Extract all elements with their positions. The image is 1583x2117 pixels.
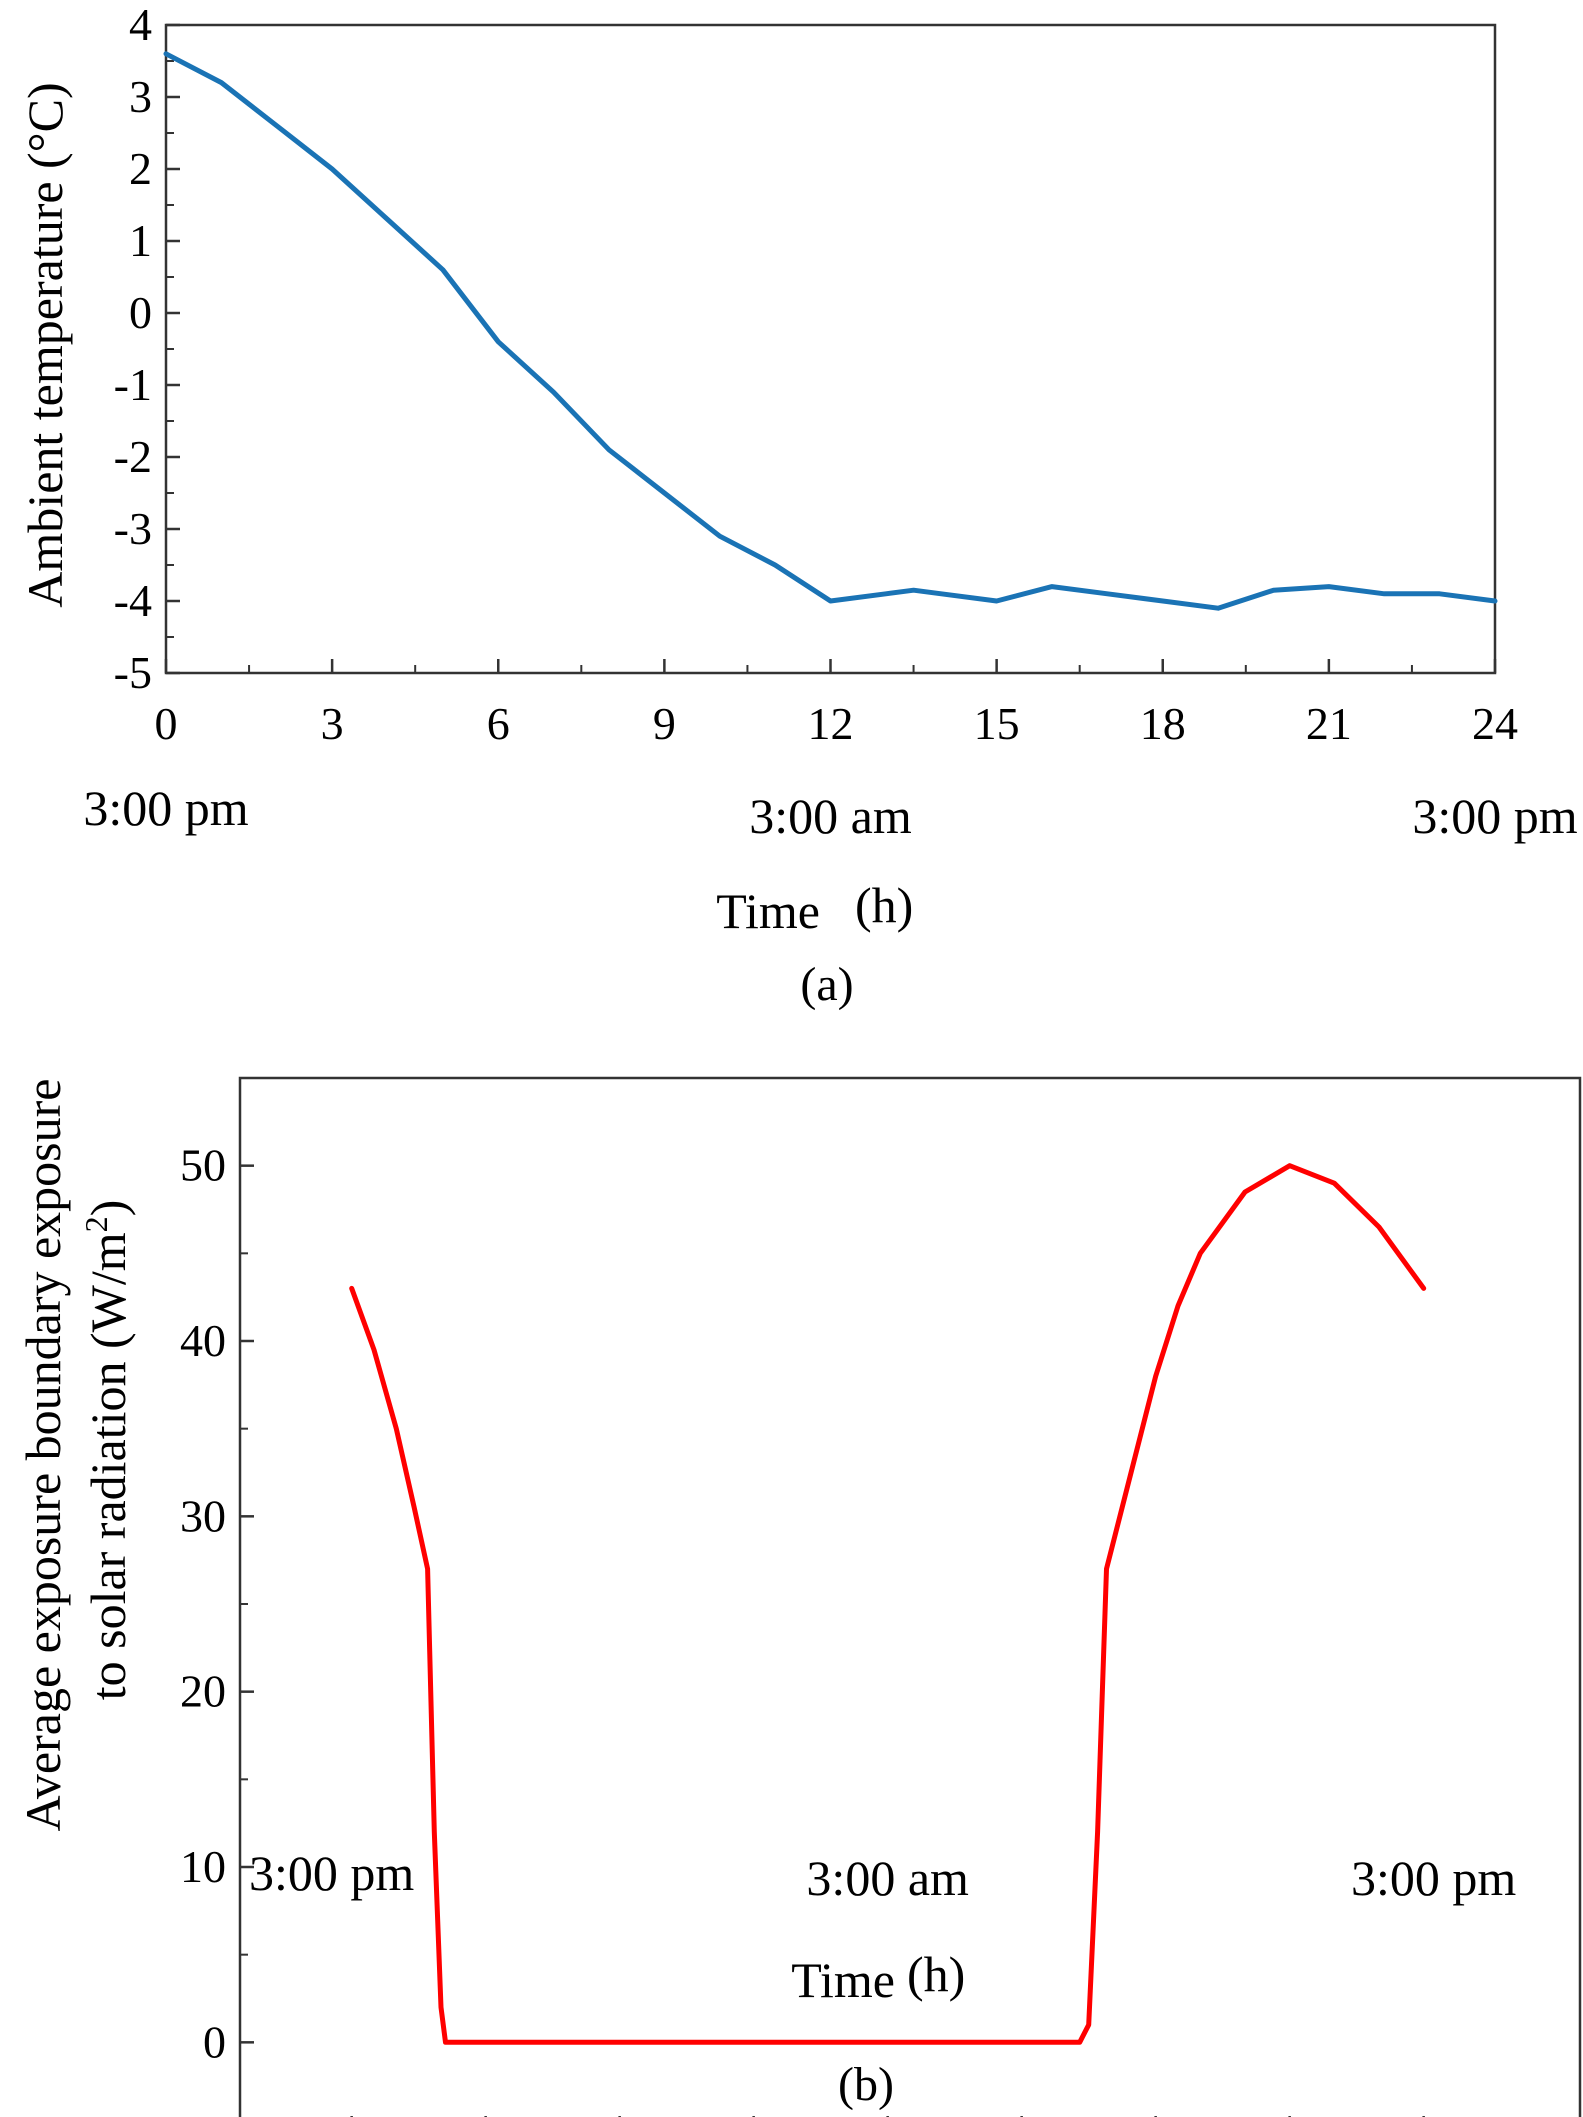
x-tick-label: 0 — [155, 698, 178, 749]
y-axis-title-b-line1: Average exposure boundary exposure — [15, 1079, 71, 1832]
y-tick-label: 0 — [203, 2016, 226, 2067]
y-tick-label: 50 — [180, 1140, 226, 1191]
y-tick-label: 1 — [129, 215, 152, 266]
panel-label-b: (b) — [838, 2058, 894, 2111]
time-of-day-label: 3:00 pm — [1351, 1850, 1516, 1906]
plot-frame-a — [164, 23, 1497, 675]
solar-radiation-series-line — [349, 1163, 1427, 2045]
x-axis-unit-b: (h) — [907, 1946, 965, 2002]
y-tick-label: 4 — [129, 0, 152, 50]
y-tick-label: -3 — [114, 503, 152, 554]
time-labels-a: 3:00 pm 3:00 am 3:00 pm — [83, 780, 1577, 844]
x-tick-label: 12 — [808, 698, 854, 749]
x-tick-layer-a: 0 3 6 9 12 15 18 21 24 — [155, 659, 1518, 749]
y-tick-label: 40 — [180, 1315, 226, 1366]
x-axis-title-b: Time — [791, 1952, 895, 2008]
y-tick-label: -5 — [114, 647, 152, 698]
y-tick-label: 0 — [129, 287, 152, 338]
y-axis-title-b-line2: to solar radiation (W/m2) — [78, 1200, 136, 1701]
y-tick-layer-b: 0 10 20 30 40 50 — [180, 1140, 254, 2067]
y-tick-label: -2 — [114, 431, 152, 482]
x-tick-label: 21 — [1306, 698, 1352, 749]
x-tick-label: 15 — [974, 698, 1020, 749]
x-tick-label: 3 — [321, 698, 344, 749]
y-tick-label: 10 — [180, 1841, 226, 1892]
y-tick-label: -4 — [114, 575, 152, 626]
time-of-day-label: 3:00 pm — [83, 780, 248, 836]
x-axis-unit-a: (h) — [855, 877, 913, 933]
time-labels-b: 3:00 pm 3:00 am 3:00 pm — [249, 1845, 1516, 1906]
time-of-day-label: 3:00 pm — [249, 1845, 414, 1901]
x-axis-title-a: Time — [716, 883, 820, 939]
y-tick-label: 3 — [129, 71, 152, 122]
y-axis-title-a: Ambient temperature (°C) — [17, 82, 73, 607]
time-of-day-label: 3:00 am — [806, 1850, 969, 1906]
temperature-series-line — [163, 51, 1498, 611]
time-of-day-label: 3:00 am — [749, 788, 912, 844]
x-tick-label: 18 — [1140, 698, 1186, 749]
y-tick-layer-a: -5 -4 -3 -2 -1 0 1 2 3 4 — [114, 0, 180, 698]
panel-label-a: (a) — [800, 958, 853, 1011]
y-tick-label: -1 — [114, 359, 152, 410]
x-tick-label: 24 — [1472, 698, 1518, 749]
y-tick-label: 2 — [129, 143, 152, 194]
time-of-day-label: 3:00 pm — [1412, 788, 1577, 844]
y-tick-label: 30 — [180, 1490, 226, 1541]
x-tick-label: 6 — [487, 698, 510, 749]
x-tick-label: 9 — [653, 698, 676, 749]
y-tick-label: 20 — [180, 1666, 226, 1717]
